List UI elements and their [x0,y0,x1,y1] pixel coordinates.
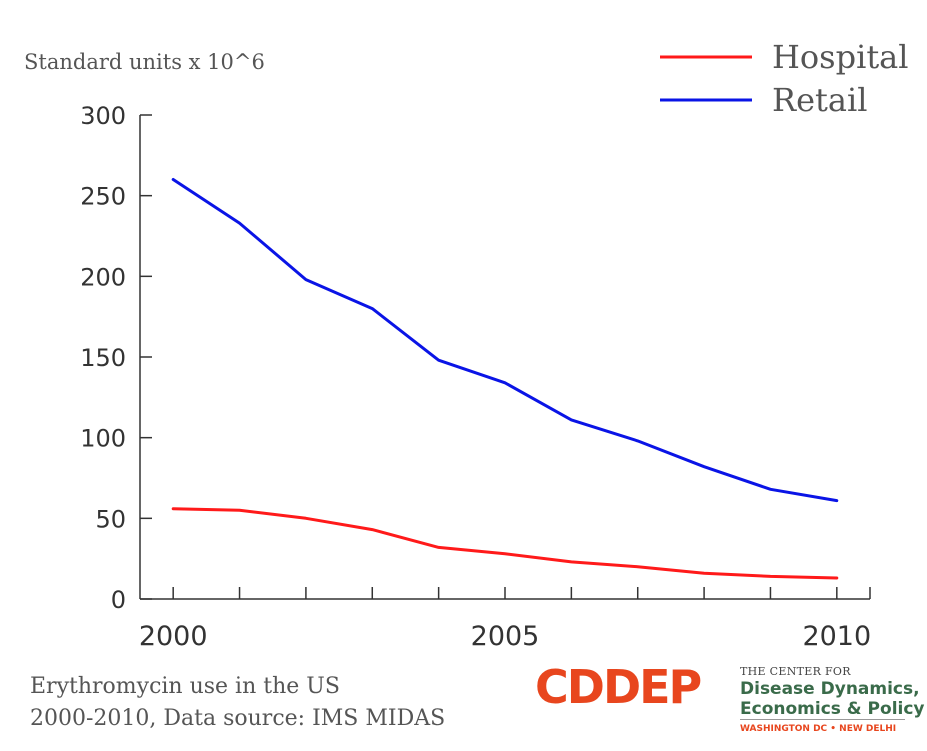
x-tick-label: 2000 [139,621,208,652]
y-tick-label: 0 [111,586,126,614]
caption-line-1: Erythromycin use in the US [30,674,340,699]
logo-cities: WASHINGTON DC • NEW DELHI [740,724,897,734]
y-tick-label: 200 [80,263,126,291]
legend-label-hospital: Hospital [772,38,908,76]
series-line-retail [171,178,839,503]
logo-line-1: Disease Dynamics, [740,679,920,699]
logo-line-2: Economics & Policy [740,699,925,719]
legend-label-retail: Retail [772,81,867,119]
logo-small-text: THE CENTER FOR [740,665,851,678]
y-tick-label: 100 [80,425,126,453]
x-tick-label: 2005 [471,621,540,652]
logo-divider [740,719,905,720]
x-tick-label: 2010 [802,621,871,652]
cddep-logo: CDDEP THE CENTER FOR Disease Dynamics, E… [535,660,925,742]
y-axis-unit-label: Standard units x 10^6 [24,50,265,74]
y-tick-label: 300 [80,102,126,130]
y-tick-label: 250 [80,183,126,211]
y-tick-label: 50 [95,505,126,533]
chart-legend: Hospital Retail [660,38,908,119]
logo-wordmark: CDDEP [535,660,702,714]
y-tick-label: 150 [80,344,126,372]
caption-line-2: 2000-2010, Data source: IMS MIDAS [30,706,446,731]
series-line-hospital [171,507,839,580]
chart-axes: 0 50 100 150 200 250 300 2000 2005 2010 [80,102,871,652]
chart-series [171,178,839,580]
